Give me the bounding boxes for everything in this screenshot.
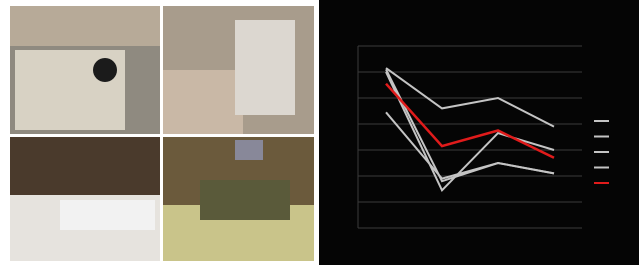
photo-person-sitting bbox=[200, 180, 290, 220]
photo-head bbox=[93, 58, 117, 82]
chart-background bbox=[319, 0, 639, 265]
page bbox=[0, 0, 639, 265]
photo-monitor bbox=[235, 140, 263, 160]
photo-bed bbox=[163, 70, 243, 134]
photo-person bbox=[235, 20, 295, 115]
photo-wall bbox=[10, 6, 160, 46]
photo-person-lying bbox=[60, 200, 155, 230]
photos bbox=[10, 6, 314, 261]
